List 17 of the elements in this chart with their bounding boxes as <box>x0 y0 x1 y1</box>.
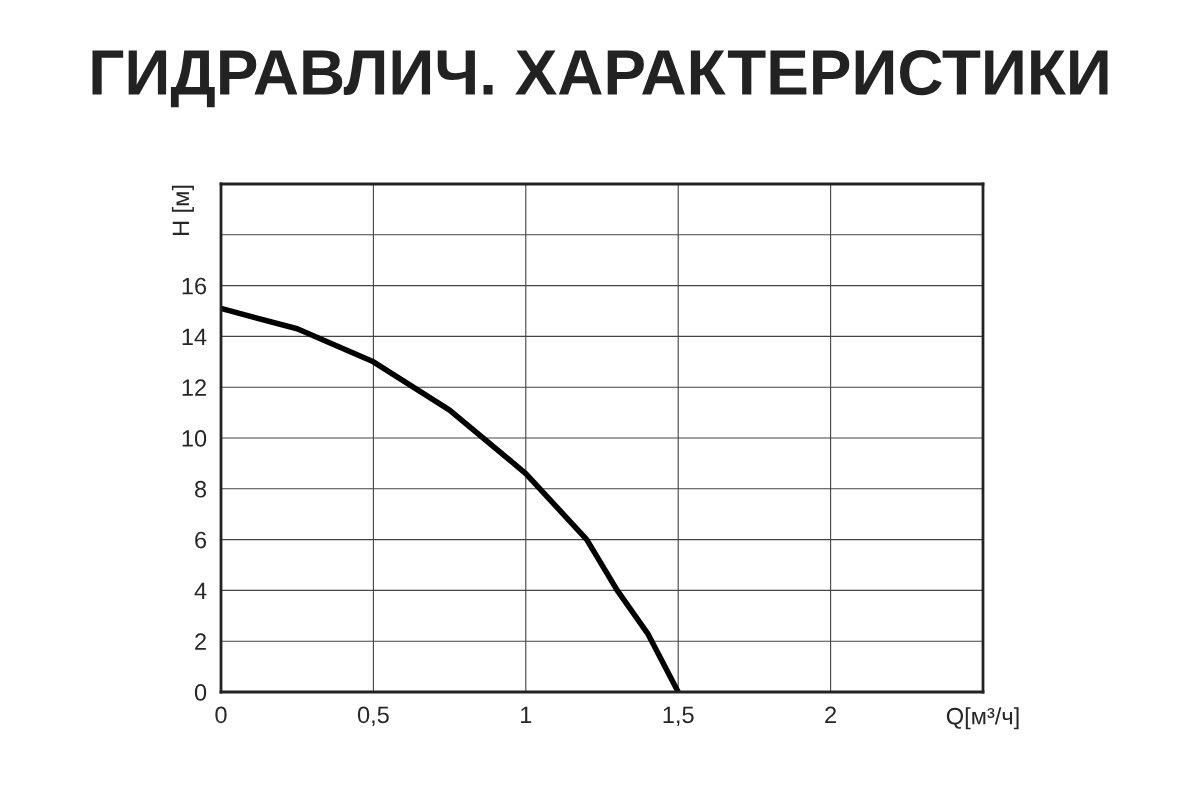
x-tick-label: 1,5 <box>663 706 694 727</box>
chart-title: ГИДРАВЛИЧ. ХАРАКТЕРИСТИКИ <box>92 49 1108 108</box>
y-tick-label: 2 <box>195 633 206 650</box>
x-tick-label: 2 <box>825 706 836 723</box>
y-tick-label: 0 <box>194 684 207 701</box>
y-tick-label: 12 <box>182 379 206 396</box>
y-tick-label: 8 <box>195 480 207 498</box>
x-tick-label: 1 <box>521 706 532 723</box>
y-tick-label: 16 <box>182 277 207 295</box>
y-tick-label: 6 <box>195 531 207 549</box>
y-tick-label: 10 <box>182 430 207 447</box>
x-tick-label: 0 <box>215 706 227 724</box>
y-tick-label: 4 <box>194 582 207 599</box>
x-tick-label: 0,5 <box>357 706 389 727</box>
y-tick-label: 14 <box>182 328 207 345</box>
x-axis-title: Q[м³/ч] <box>946 707 1019 730</box>
y-axis-title: H [м] <box>171 185 194 236</box>
